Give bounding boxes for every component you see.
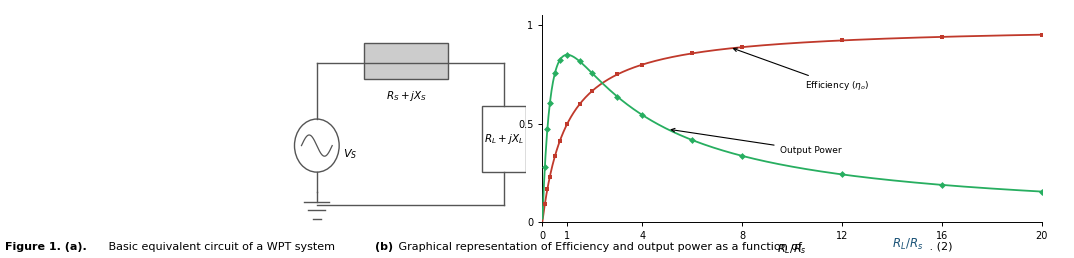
X-axis label: $R_L /R_s$: $R_L /R_s$ <box>778 242 807 256</box>
Text: Output Power: Output Power <box>671 128 841 155</box>
Text: $R_L + jX_L$: $R_L + jX_L$ <box>484 132 524 146</box>
Text: Efficiency ($\eta_o$): Efficiency ($\eta_o$) <box>734 48 869 92</box>
Text: Basic equivalent circuit of a WPT system: Basic equivalent circuit of a WPT system <box>105 241 338 252</box>
Text: . (2): . (2) <box>926 241 953 252</box>
Bar <box>364 43 448 79</box>
Text: $R_S + jX_S$: $R_S + jX_S$ <box>386 89 426 103</box>
Text: Figure 1. (a).: Figure 1. (a). <box>5 241 87 252</box>
Text: $R_L / R_s$: $R_L / R_s$ <box>889 236 925 252</box>
Text: Graphical representation of Efficiency and output power as a function of: Graphical representation of Efficiency a… <box>395 241 806 252</box>
Text: (b): (b) <box>375 241 393 252</box>
Bar <box>481 106 526 172</box>
Text: $V_S$: $V_S$ <box>343 147 357 161</box>
